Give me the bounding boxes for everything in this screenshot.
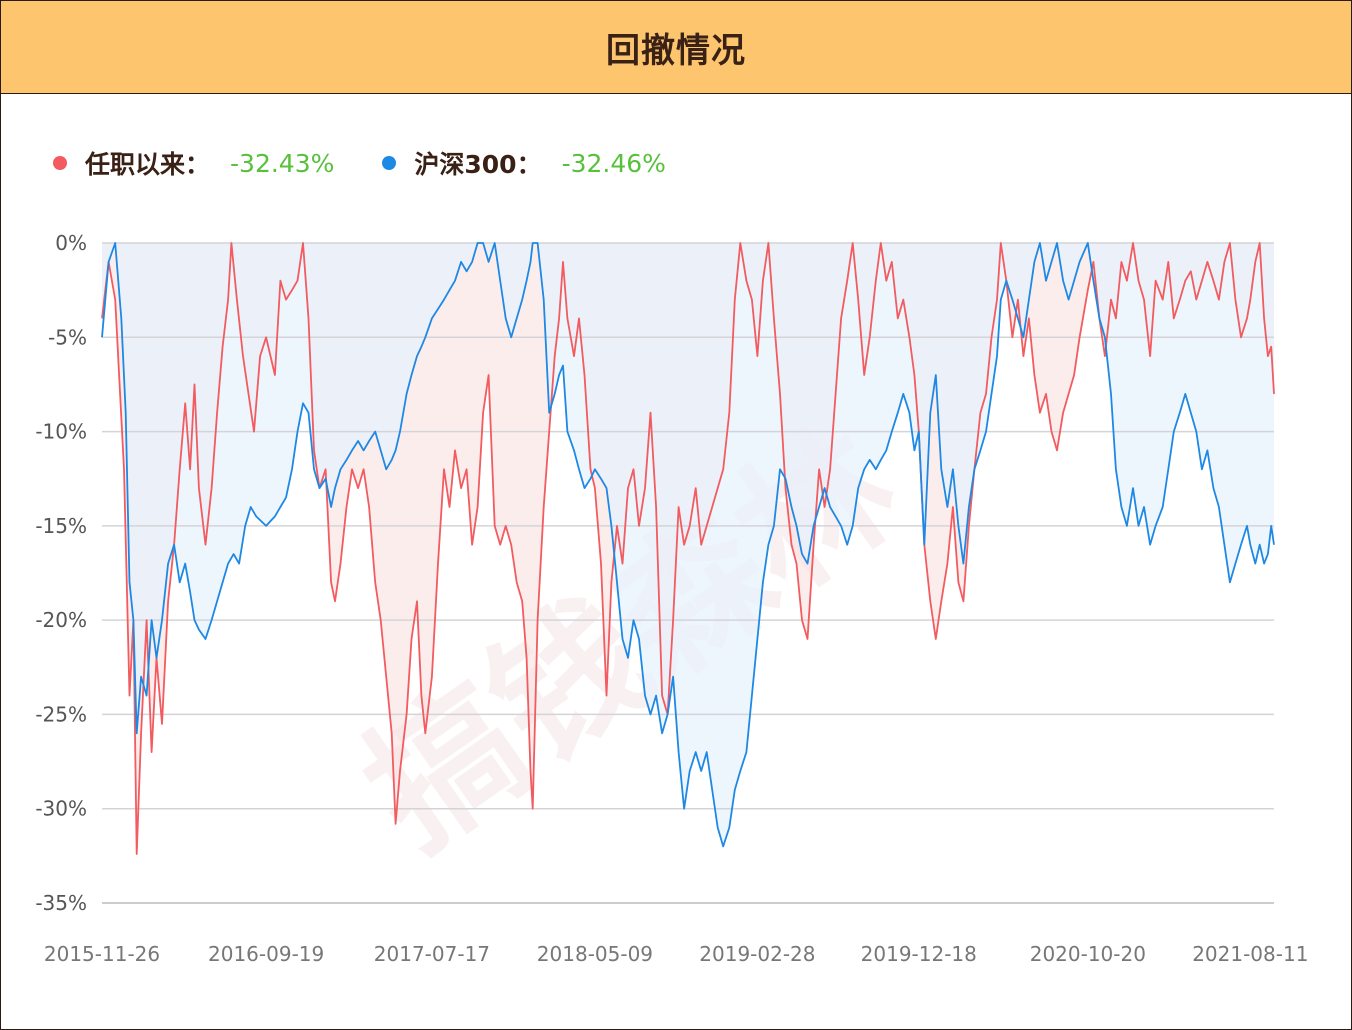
y-tick-label: -20%: [35, 608, 87, 632]
x-tick-label: 2015-11-26: [44, 942, 160, 966]
y-tick-label: -15%: [35, 514, 87, 538]
series-lines: [101, 242, 1275, 855]
grid-lines: [102, 242, 1274, 904]
legend-value: -32.43%: [230, 148, 335, 178]
x-tick-label: 2018-05-09: [537, 942, 653, 966]
blue-dot-icon: [382, 156, 397, 170]
series-area-1: [102, 243, 1274, 847]
legend: 任职以来 ： -32.43% 沪深300 ： -32.46%: [53, 143, 714, 183]
x-tick-label: 2019-02-28: [699, 942, 815, 966]
red-dot-icon: [53, 156, 67, 170]
legend-item-index[interactable]: 沪深300 ： -32.46%: [382, 145, 666, 181]
y-tick-label: -35%: [35, 891, 87, 915]
x-tick-label: 2016-09-19: [208, 942, 324, 966]
legend-item-fund[interactable]: 任职以来 ： -32.43%: [53, 145, 334, 181]
legend-label: 沪深300: [414, 150, 517, 179]
y-tick-label: 0%: [55, 231, 87, 255]
x-tick-label: 2019-12-18: [861, 942, 977, 966]
y-tick-label: -10%: [35, 420, 87, 444]
series-line-0: [101, 242, 1275, 855]
area-fills: [102, 243, 1274, 854]
x-tick-label: 2021-08-11: [1192, 942, 1308, 966]
legend-colon: ：: [185, 150, 211, 179]
y-tick-label: -30%: [35, 797, 87, 821]
y-tick-label: -5%: [48, 325, 87, 349]
legend-label: 任职以来: [85, 150, 186, 179]
x-axis: 2015-11-26 2016-09-19 2017-07-17 2018-05-09…: [44, 942, 1309, 966]
y-tick-label: -25%: [35, 702, 87, 726]
series-line-1: [101, 242, 1275, 848]
legend-value: -32.46%: [561, 148, 666, 178]
page-title: 回撤情况: [606, 30, 746, 71]
x-tick-label: 2017-07-17: [374, 942, 490, 966]
legend-colon: ：: [516, 150, 542, 179]
drawdown-chart: 搞钱森林 0%-5%-10%-15%-20%-25%-30%-35% 2015-…: [35, 231, 1309, 966]
y-axis: 0% -5% -10% -15% -20% -25% -30% -35%: [35, 231, 87, 915]
x-tick-label: 2020-10-20: [1030, 942, 1146, 966]
header-bar: 回撤情况: [1, 1, 1351, 94]
